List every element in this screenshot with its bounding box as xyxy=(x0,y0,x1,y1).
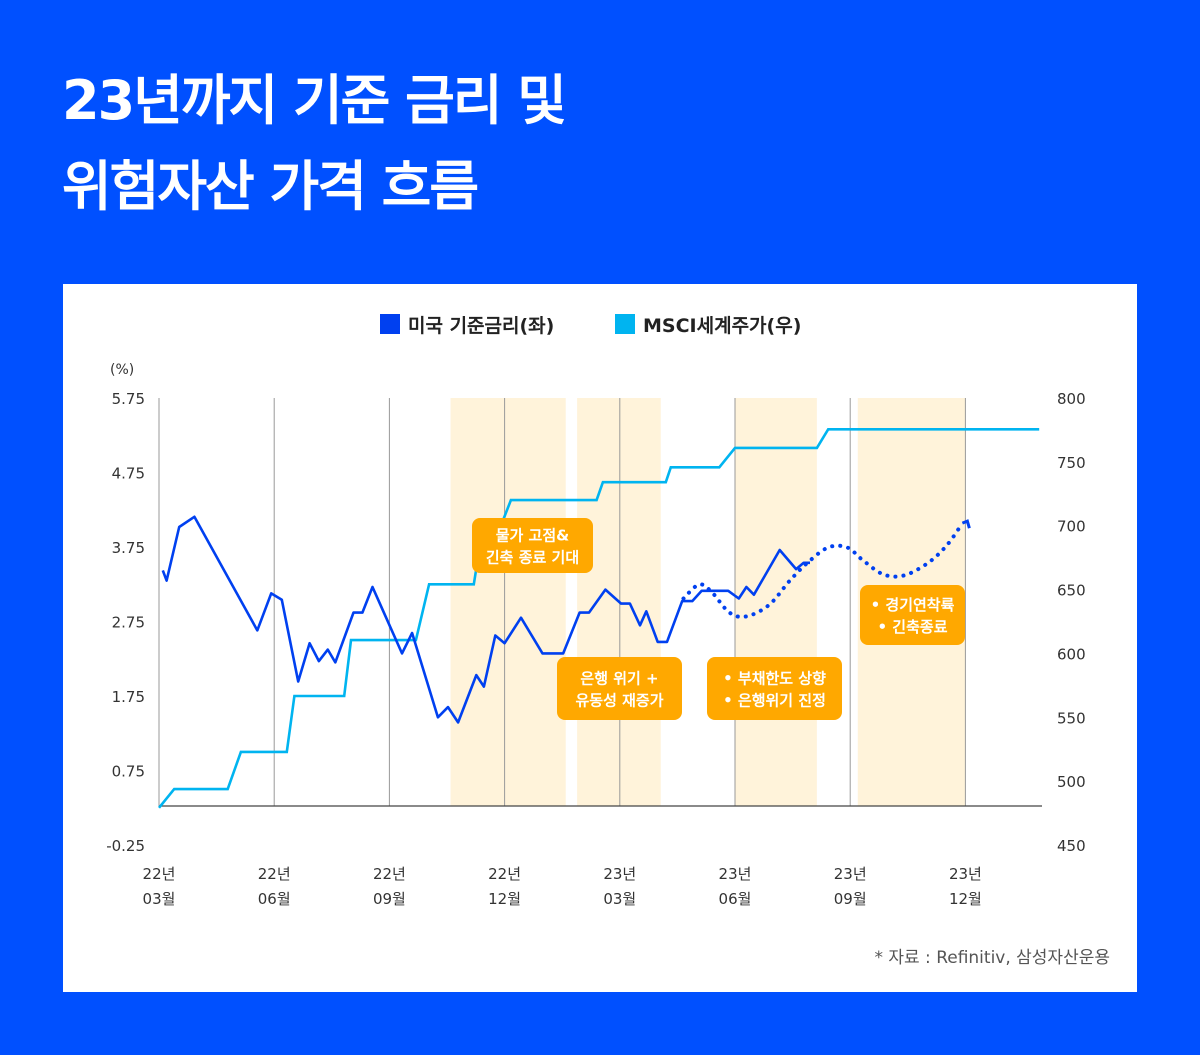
shaded-period xyxy=(735,398,817,806)
y-left-tick-label: 0.75 xyxy=(112,763,145,781)
annotation-text: • 은행위기 진정 xyxy=(723,692,826,710)
y-left-tick-label: 2.75 xyxy=(112,614,145,632)
y-right-tick-label: 500 xyxy=(1057,773,1086,791)
x-tick-label: 06월 xyxy=(258,890,291,908)
annotation-box xyxy=(707,657,842,720)
y-right-tick-label: 700 xyxy=(1057,518,1086,536)
legend-label: MSCI세계주가(우) xyxy=(643,315,801,337)
index-line xyxy=(161,515,810,724)
annotation-text: 유동성 재증가 xyxy=(575,692,663,710)
annotation-text: • 부채한도 상향 xyxy=(723,670,826,688)
x-tick-label: 23년 xyxy=(949,865,982,883)
x-tick-label: 03월 xyxy=(143,890,176,908)
y-right-tick-label: 800 xyxy=(1057,390,1086,408)
y-left-unit: (%) xyxy=(110,362,134,378)
annotation-text: 물가 고점& xyxy=(496,527,570,545)
legend-label: 미국 기준금리(좌) xyxy=(408,315,554,337)
y-left-tick-label: 4.75 xyxy=(112,465,145,483)
shaded-period xyxy=(450,398,566,806)
title-line-2: 위험자산 가격 흐름 xyxy=(62,155,479,218)
annotation-text: • 긴축종료 xyxy=(877,618,947,636)
annotation-text: • 경기연착륙 xyxy=(871,596,955,614)
legend-swatch xyxy=(380,314,400,334)
y-left-tick-label: 3.75 xyxy=(112,539,145,557)
title-line-1: 23년까지 기준 금리 및 xyxy=(62,69,567,132)
annotation-box xyxy=(557,657,682,720)
x-tick-label: 12월 xyxy=(949,890,982,908)
y-left-tick-label: 1.75 xyxy=(112,688,145,706)
x-tick-label: 09월 xyxy=(834,890,867,908)
x-tick-label: 06월 xyxy=(719,890,752,908)
y-right-tick-label: 550 xyxy=(1057,709,1086,727)
y-left-tick-label: -0.25 xyxy=(106,837,145,855)
x-tick-label: 22년 xyxy=(488,865,521,883)
annotation-text: 은행 위기 + xyxy=(580,670,658,688)
annotation-box xyxy=(472,518,593,573)
y-right-tick-label: 750 xyxy=(1057,454,1086,472)
x-tick-label: 23년 xyxy=(603,865,636,883)
y-right-tick-label: 650 xyxy=(1057,582,1086,600)
source-note: * 자료 : Refinitiv, 삼성자산운용 xyxy=(874,948,1110,968)
x-tick-label: 22년 xyxy=(143,865,176,883)
y-right-tick-label: 600 xyxy=(1057,645,1086,663)
x-tick-label: 12월 xyxy=(488,890,521,908)
x-tick-label: 23년 xyxy=(719,865,752,883)
annotation-box xyxy=(860,585,965,645)
x-tick-label: 23년 xyxy=(834,865,867,883)
x-tick-label: 03월 xyxy=(603,890,636,908)
x-tick-label: 22년 xyxy=(258,865,291,883)
arrow-head-icon xyxy=(961,519,971,529)
y-right-tick-label: 450 xyxy=(1057,837,1086,855)
x-tick-label: 22년 xyxy=(373,865,406,883)
x-tick-label: 09월 xyxy=(373,890,406,908)
y-left-tick-label: 5.75 xyxy=(112,390,145,408)
page-title: 23년까지 기준 금리 및 위험자산 가격 흐름 xyxy=(62,58,567,230)
annotation-text: 긴축 종료 기대 xyxy=(486,549,579,567)
projection-line xyxy=(681,521,965,619)
legend-swatch xyxy=(615,314,635,334)
